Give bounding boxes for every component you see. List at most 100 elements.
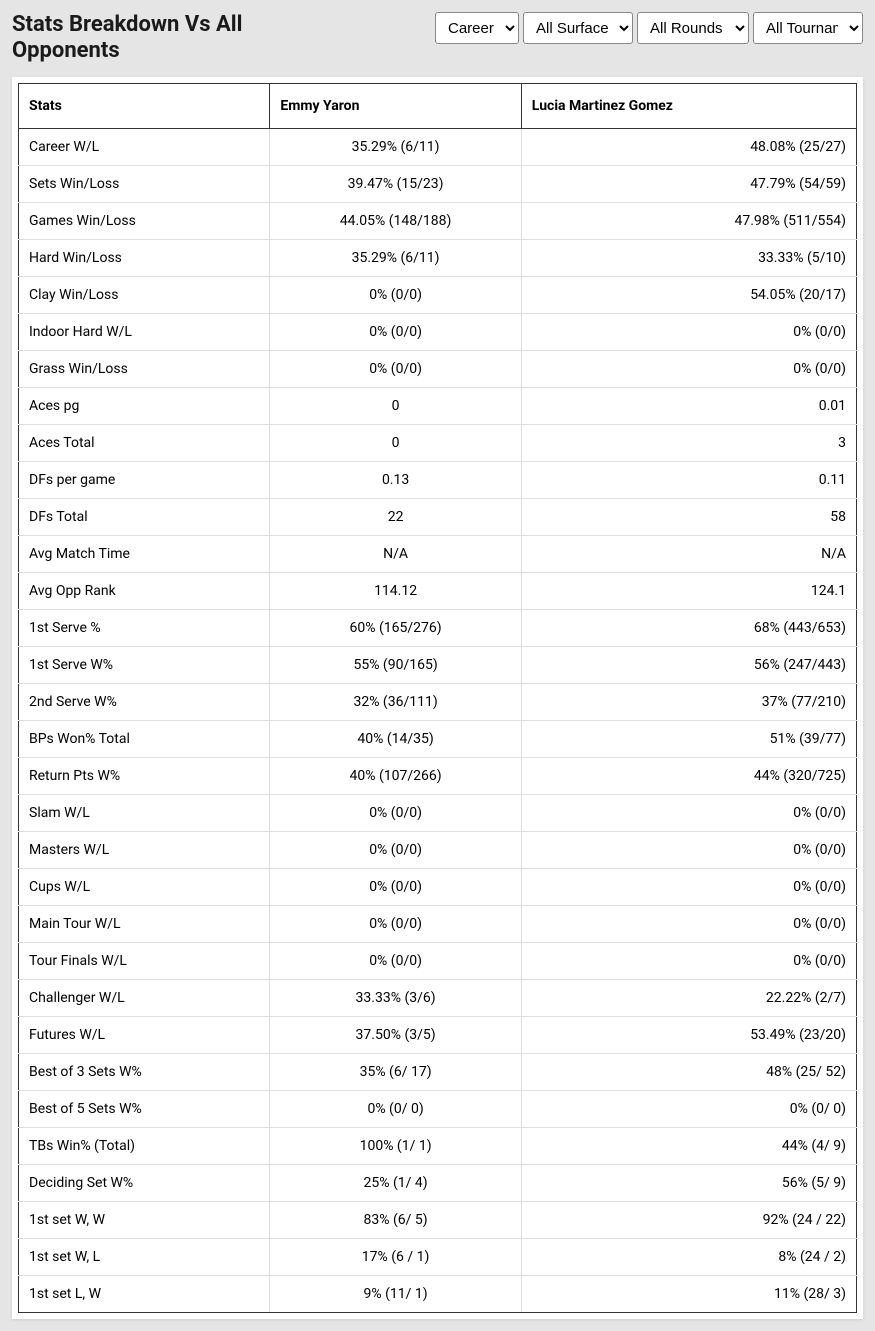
table-row: Best of 3 Sets W%35% (6/ 17)48% (25/ 52) [19,1053,857,1090]
stat-value-player2: 8% (24 / 2) [521,1238,856,1275]
stat-label: 2nd Serve W% [19,683,270,720]
tournaments-filter[interactable]: All Tournaments [753,12,863,44]
stat-label: Main Tour W/L [19,905,270,942]
stat-label: DFs Total [19,498,270,535]
table-row: 1st set L, W9% (11/ 1)11% (28/ 3) [19,1275,857,1312]
stat-value-player1: 22 [270,498,521,535]
stat-label: Grass Win/Loss [19,350,270,387]
table-row: Career W/L35.29% (6/11)48.08% (25/27) [19,128,857,165]
surface-filter[interactable]: All Surfaces [523,12,633,44]
stat-label: 1st set W, W [19,1201,270,1238]
col-player1: Emmy Yaron [270,83,521,128]
stat-label: Aces Total [19,424,270,461]
stat-label: Tour Finals W/L [19,942,270,979]
stat-value-player1: 17% (6 / 1) [270,1238,521,1275]
stat-label: 1st Serve W% [19,646,270,683]
stat-value-player2: 0% (0/ 0) [521,1090,856,1127]
stat-value-player2: N/A [521,535,856,572]
stat-value-player2: 33.33% (5/10) [521,239,856,276]
stat-value-player2: 0% (0/0) [521,313,856,350]
rounds-filter[interactable]: All Rounds [637,12,749,44]
career-filter[interactable]: Career [435,12,519,44]
filters-container: Career All Surfaces All Rounds All Tourn… [435,12,863,44]
table-row: Aces Total03 [19,424,857,461]
stat-value-player1: N/A [270,535,521,572]
stat-value-player1: 0% (0/0) [270,868,521,905]
stat-label: Slam W/L [19,794,270,831]
table-row: BPs Won% Total40% (14/35)51% (39/77) [19,720,857,757]
stat-value-player1: 40% (107/266) [270,757,521,794]
col-player2: Lucia Martinez Gomez [521,83,856,128]
stat-label: Clay Win/Loss [19,276,270,313]
stat-value-player1: 32% (36/111) [270,683,521,720]
stats-table-wrapper: Stats Emmy Yaron Lucia Martinez Gomez Ca… [12,77,863,1319]
stat-value-player1: 0% (0/0) [270,942,521,979]
table-row: Slam W/L0% (0/0)0% (0/0) [19,794,857,831]
stat-label: 1st Serve % [19,609,270,646]
stat-value-player2: 47.98% (511/554) [521,202,856,239]
stat-value-player1: 0% (0/ 0) [270,1090,521,1127]
stat-value-player1: 114.12 [270,572,521,609]
stat-label: Return Pts W% [19,757,270,794]
stat-label: 1st set W, L [19,1238,270,1275]
stat-label: Masters W/L [19,831,270,868]
stat-label: Deciding Set W% [19,1164,270,1201]
table-row: DFs Total2258 [19,498,857,535]
header-row: Stats Breakdown Vs All Opponents Career … [12,12,863,65]
stat-value-player1: 0% (0/0) [270,794,521,831]
stat-value-player2: 92% (24 / 22) [521,1201,856,1238]
stat-value-player1: 25% (1/ 4) [270,1164,521,1201]
stat-label: Sets Win/Loss [19,165,270,202]
stat-value-player2: 0% (0/0) [521,350,856,387]
stat-value-player1: 0% (0/0) [270,905,521,942]
stat-label: Best of 3 Sets W% [19,1053,270,1090]
stat-label: Challenger W/L [19,979,270,1016]
table-row: Futures W/L37.50% (3/5)53.49% (23/20) [19,1016,857,1053]
stat-value-player1: 0.13 [270,461,521,498]
stat-label: TBs Win% (Total) [19,1127,270,1164]
stat-value-player2: 56% (5/ 9) [521,1164,856,1201]
stat-value-player1: 35% (6/ 17) [270,1053,521,1090]
stat-label: Games Win/Loss [19,202,270,239]
stat-value-player2: 48.08% (25/27) [521,128,856,165]
stat-value-player2: 53.49% (23/20) [521,1016,856,1053]
stat-value-player1: 0 [270,424,521,461]
stat-label: 1st set L, W [19,1275,270,1312]
table-row: Return Pts W%40% (107/266)44% (320/725) [19,757,857,794]
stat-value-player1: 35.29% (6/11) [270,128,521,165]
table-row: Avg Match TimeN/AN/A [19,535,857,572]
stats-table: Stats Emmy Yaron Lucia Martinez Gomez Ca… [18,83,857,1313]
table-row: 2nd Serve W%32% (36/111)37% (77/210) [19,683,857,720]
stat-label: DFs per game [19,461,270,498]
stat-value-player2: 0.11 [521,461,856,498]
stat-value-player2: 0% (0/0) [521,905,856,942]
stat-value-player1: 0% (0/0) [270,831,521,868]
stat-value-player1: 100% (1/ 1) [270,1127,521,1164]
page-title: Stats Breakdown Vs All Opponents [12,12,312,65]
stat-value-player2: 0% (0/0) [521,942,856,979]
table-row: TBs Win% (Total)100% (1/ 1)44% (4/ 9) [19,1127,857,1164]
table-row: DFs per game0.130.11 [19,461,857,498]
stat-value-player2: 0% (0/0) [521,868,856,905]
stat-value-player1: 0% (0/0) [270,276,521,313]
stat-label: Futures W/L [19,1016,270,1053]
stat-value-player2: 0% (0/0) [521,794,856,831]
stat-label: BPs Won% Total [19,720,270,757]
stat-value-player1: 39.47% (15/23) [270,165,521,202]
stat-label: Aces pg [19,387,270,424]
table-row: Clay Win/Loss0% (0/0)54.05% (20/17) [19,276,857,313]
stat-value-player1: 0% (0/0) [270,313,521,350]
table-row: Sets Win/Loss39.47% (15/23)47.79% (54/59… [19,165,857,202]
table-row: Main Tour W/L0% (0/0)0% (0/0) [19,905,857,942]
table-row: 1st set W, L17% (6 / 1)8% (24 / 2) [19,1238,857,1275]
stat-value-player1: 0% (0/0) [270,350,521,387]
table-row: Best of 5 Sets W%0% (0/ 0)0% (0/ 0) [19,1090,857,1127]
stat-value-player2: 48% (25/ 52) [521,1053,856,1090]
stat-label: Hard Win/Loss [19,239,270,276]
table-row: 1st Serve W%55% (90/165)56% (247/443) [19,646,857,683]
stat-value-player2: 0% (0/0) [521,831,856,868]
table-row: Challenger W/L33.33% (3/6)22.22% (2/7) [19,979,857,1016]
stat-value-player1: 44.05% (148/188) [270,202,521,239]
stat-label: Avg Match Time [19,535,270,572]
stat-label: Cups W/L [19,868,270,905]
